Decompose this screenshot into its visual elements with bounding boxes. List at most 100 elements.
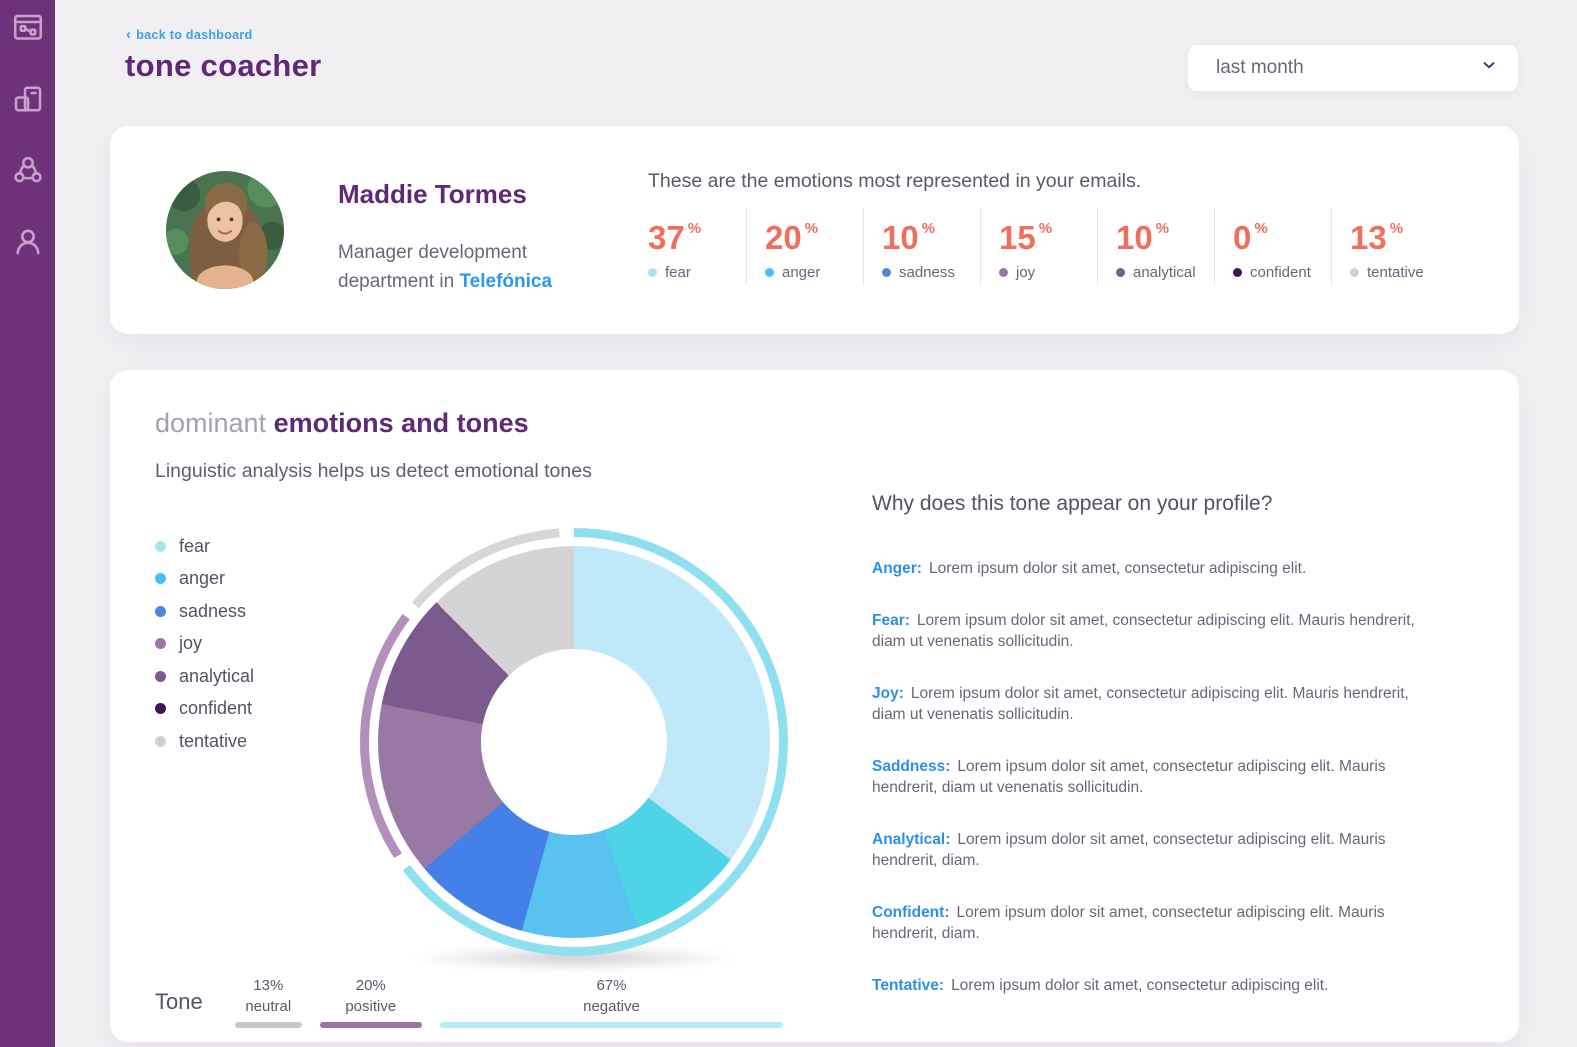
stat-label: joy [1016, 264, 1036, 281]
stat-label: anger [782, 264, 821, 281]
page-title: tone coacher [125, 48, 322, 83]
emotion-stats-row: 37% fear 20% anger 10% sadness 15% joy 1… [648, 208, 1489, 285]
tone-explanations-column: Why does this tone appear on your profil… [872, 492, 1434, 1026]
sidebar-item-team[interactable] [9, 152, 47, 190]
anger-color-dot [155, 573, 166, 585]
explanation-text: Lorem ipsum dolor sit amet, consectetur … [872, 830, 1386, 870]
confident-color-dot [1233, 268, 1242, 277]
legend-item-sadness: sadness [155, 595, 254, 628]
explanation-label: Fear: [872, 611, 910, 629]
tone-label: Tone [155, 989, 203, 1014]
explanation-label: Saddness: [872, 757, 951, 775]
fear-color-dot [155, 540, 166, 552]
company-link[interactable]: Telefónica [459, 271, 553, 292]
anger-color-dot [765, 268, 774, 277]
emotions-donut-chart [360, 528, 788, 956]
stat-sadness: 10% sadness [863, 208, 980, 285]
emotions-analysis-card: dominant emotions and tones Linguistic a… [110, 370, 1519, 1042]
emotions-intro-text: These are the emotions most represented … [648, 170, 1142, 192]
stat-label: sadness [899, 264, 955, 281]
section-subtitle: Linguistic analysis helps us detect emot… [155, 460, 592, 482]
negative-bar [439, 1022, 784, 1028]
reports-icon [10, 81, 46, 120]
explanation-text: Lorem ipsum dolor sit amet, consectetur … [928, 560, 1307, 577]
tone-name: neutral [245, 998, 292, 1015]
stat-value: 37% [648, 219, 702, 256]
sidebar-item-profile[interactable] [9, 223, 47, 261]
why-heading: Why does this tone appear on your profil… [872, 492, 1273, 515]
explanation-tentative: Tentative: Lorem ipsum dolor sit amet, co… [872, 975, 1434, 997]
explanation-text: Lorem ipsum dolor sit amet, consectetur … [951, 976, 1329, 994]
joy-color-dot [999, 268, 1008, 277]
tone-pct: 13% [253, 977, 284, 994]
sadness-color-dot [155, 605, 166, 617]
tone-name: negative [583, 998, 640, 1015]
tone-bar-track: 13% neutral 20% positive 67% negative [235, 975, 784, 1028]
explanation-joy: Joy: Lorem ipsum dolor sit amet, consecte… [872, 683, 1434, 726]
tentative-color-dot [1350, 268, 1359, 277]
tentative-color-dot [155, 735, 166, 747]
tone-segment-positive: 20% positive [319, 975, 422, 1028]
confident-color-dot [155, 703, 166, 715]
stat-label: analytical [1133, 264, 1196, 281]
stat-tentative: 13% tentative [1331, 208, 1448, 285]
tone-segment-neutral: 13% neutral [235, 975, 302, 1028]
joy-color-dot [155, 638, 166, 650]
tone-summary-row: Tone 13% neutral 20% positive 67% negati… [155, 975, 784, 1028]
explanation-text: Lorem ipsum dolor sit amet, consectetur … [872, 757, 1386, 797]
stat-label: tentative [1367, 264, 1424, 281]
stat-joy: 15% joy [980, 208, 1097, 285]
explanation-fear: Fear: Lorem ipsum dolor sit amet, consect… [872, 610, 1434, 653]
explanation-label: Confident: [872, 903, 950, 921]
analytical-color-dot [155, 670, 166, 682]
stat-value: 10% [882, 219, 936, 256]
back-arrow-icon: ‹ [126, 26, 132, 43]
user-role: Manager development department in Telefó… [338, 238, 583, 296]
stat-value: 20% [765, 219, 819, 256]
stat-label: fear [665, 264, 691, 281]
donut-hole [481, 649, 667, 835]
explanation-label: Tentative: [872, 976, 945, 994]
legend-item-anger: anger [155, 563, 254, 596]
sidebar-item-dashboard[interactable] [9, 10, 47, 48]
positive-bar [319, 1022, 422, 1028]
profile-card: Maddie Tormes Manager development depart… [110, 126, 1519, 334]
stat-analytical: 10% analytical [1097, 208, 1214, 285]
tone-pct: 67% [596, 977, 627, 994]
stat-value: 10% [1116, 219, 1170, 256]
period-dropdown[interactable]: last month [1187, 44, 1519, 92]
legend-item-analytical: analytical [155, 660, 254, 693]
back-link-label: back to dashboard [136, 28, 253, 42]
stat-value: 0% [1233, 219, 1268, 256]
explanation-text: Lorem ipsum dolor sit amet, consectetur … [872, 611, 1415, 651]
stat-anger: 20% anger [746, 208, 863, 285]
sidebar-item-reports[interactable] [9, 81, 47, 119]
back-to-dashboard-link[interactable]: ‹ back to dashboard [126, 26, 253, 43]
explanation-text: Lorem ipsum dolor sit amet, consectetur … [872, 684, 1409, 724]
explanation-analytical: Analytical: Lorem ipsum dolor sit amet, c… [872, 829, 1434, 872]
legend-item-tentative: tentative [155, 725, 254, 758]
sadness-color-dot [882, 268, 891, 277]
stat-value: 13% [1350, 219, 1404, 256]
neutral-bar [235, 1022, 302, 1028]
fear-color-dot [648, 268, 657, 277]
legend-item-fear: fear [155, 530, 254, 563]
explanation-confident: Confident: Lorem ipsum dolor sit amet, co… [872, 902, 1434, 945]
section-title: dominant emotions and tones [155, 408, 529, 438]
user-profile-icon [10, 223, 46, 262]
stat-confident: 0% confident [1214, 208, 1331, 285]
stat-value: 15% [999, 219, 1053, 256]
user-role-text: Manager development department in [338, 242, 528, 292]
team-network-icon [10, 152, 46, 191]
explanation-saddness: Saddness: Lorem ipsum dolor sit amet, con… [872, 756, 1434, 799]
user-name: Maddie Tormes [338, 179, 527, 209]
explanation-label: Joy: [872, 684, 904, 702]
dashboard-chart-icon [10, 10, 46, 49]
explanation-label: Anger: [872, 560, 922, 577]
explanation-text: Lorem ipsum dolor sit amet, consectetur … [872, 903, 1385, 943]
tone-pct: 20% [355, 977, 386, 994]
explanation-label: Analytical: [872, 830, 951, 848]
tone-name: positive [345, 998, 397, 1015]
stat-label: confident [1250, 264, 1311, 281]
